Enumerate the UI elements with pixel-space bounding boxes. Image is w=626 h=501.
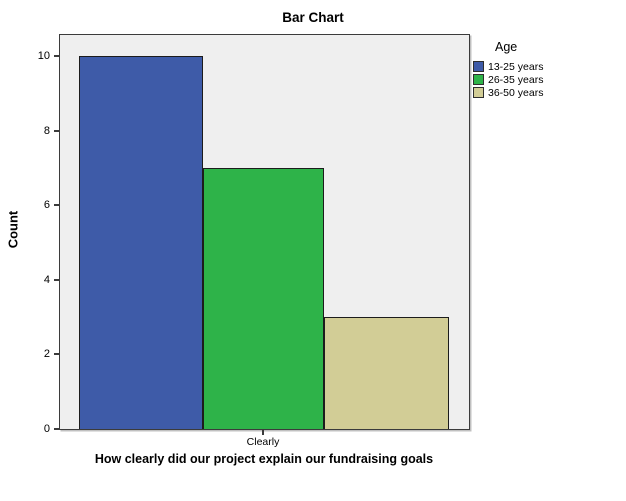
legend-item: 26-35 years <box>473 73 623 86</box>
y-tick-mark <box>54 279 59 281</box>
y-tick-mark <box>54 204 59 206</box>
legend-item: 36-50 years <box>473 86 623 99</box>
bar-26-35-years <box>203 168 324 429</box>
legend-label: 26-35 years <box>488 73 544 86</box>
y-tick-label: 0 <box>43 423 50 435</box>
legend-swatch-icon <box>473 87 484 98</box>
legend-label: 13-25 years <box>488 60 544 73</box>
x-tick-mark <box>262 429 264 435</box>
y-tick-mark <box>54 428 59 430</box>
legend-item: 13-25 years <box>473 60 623 73</box>
y-tick-mark <box>54 130 59 132</box>
y-tick-mark <box>54 353 59 355</box>
x-category-label: Clearly <box>246 436 280 448</box>
legend: Age 13-25 years 26-35 years 36-50 years <box>473 40 623 99</box>
legend-label: 36-50 years <box>488 86 544 99</box>
bar-36-50-years <box>324 317 449 429</box>
legend-swatch-icon <box>473 74 484 85</box>
y-tick-label: 6 <box>43 199 50 211</box>
legend-rows: 13-25 years 26-35 years 36-50 years <box>473 60 623 99</box>
y-tick-label: 4 <box>43 274 50 286</box>
legend-swatch-icon <box>473 61 484 72</box>
x-axis-title: How clearly did our project explain our … <box>94 452 434 466</box>
legend-title: Age <box>495 40 518 54</box>
plot-area <box>59 34 470 430</box>
chart-title: Bar Chart <box>282 10 344 25</box>
y-tick-label: 10 <box>37 50 50 62</box>
y-axis-title: Count <box>5 210 21 249</box>
y-tick-label: 2 <box>43 348 50 360</box>
y-tick-mark <box>54 55 59 57</box>
bar-13-25-years <box>79 56 203 429</box>
y-tick-label: 8 <box>43 125 50 137</box>
